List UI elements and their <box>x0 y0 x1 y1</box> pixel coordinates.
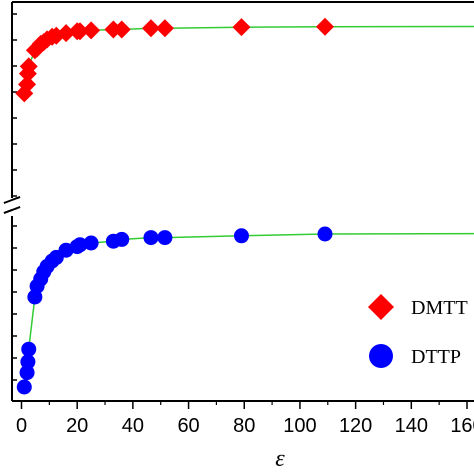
data-point-dmtt <box>70 22 89 41</box>
x-axis-title: ε <box>275 446 285 472</box>
x-tick-label: 100 <box>283 415 316 437</box>
axes-group: 0 20 40 60 80 100 120 140 160 <box>3 1 474 437</box>
x-tick-label: 120 <box>339 415 372 437</box>
x-tick-label: 160 <box>450 415 474 437</box>
x-tick-label: 140 <box>395 415 428 437</box>
data-point-dmtt <box>18 75 37 94</box>
x-tick-label: 60 <box>177 415 199 437</box>
fit-line-dttp <box>23 232 474 388</box>
fit-lines-group <box>23 25 474 388</box>
legend-label-dmtt: DMTT <box>411 297 468 319</box>
legend-label-dttp: DTTP <box>411 346 461 368</box>
x-tick-label: 0 <box>16 415 27 437</box>
data-point-dttp <box>83 235 99 251</box>
data-point-dmtt <box>112 20 131 39</box>
axis-break-gap <box>5 199 19 209</box>
x-tick-label: 20 <box>66 415 88 437</box>
data-point-dttp <box>233 228 249 244</box>
data-point-dmtt <box>141 19 160 38</box>
x-tick-label: 40 <box>122 415 144 437</box>
data-point-dttp <box>19 365 35 381</box>
legend-marker-dttp <box>369 344 393 368</box>
data-point-dmtt <box>315 17 334 36</box>
data-point-dttp <box>16 379 32 395</box>
data-point-dttp <box>114 231 130 247</box>
points-group <box>15 17 334 395</box>
data-point-dmtt <box>19 57 38 76</box>
axis-break-mark <box>3 206 21 214</box>
data-point-dmtt <box>57 24 76 43</box>
data-point-dttp <box>72 237 88 253</box>
x-tick-label: 80 <box>233 415 255 437</box>
data-point-dttp <box>143 230 159 246</box>
axis-break-mark <box>3 196 21 204</box>
data-point-dttp <box>317 226 333 242</box>
data-point-dttp <box>21 341 37 357</box>
legend: DMTT DTTP <box>368 294 468 368</box>
legend-marker-dmtt <box>368 294 394 320</box>
data-point-dmtt <box>232 18 251 37</box>
data-point-dttp <box>20 354 36 370</box>
data-point-dttp <box>157 230 173 246</box>
data-point-dmtt <box>82 21 101 40</box>
data-point-dmtt <box>155 19 174 38</box>
